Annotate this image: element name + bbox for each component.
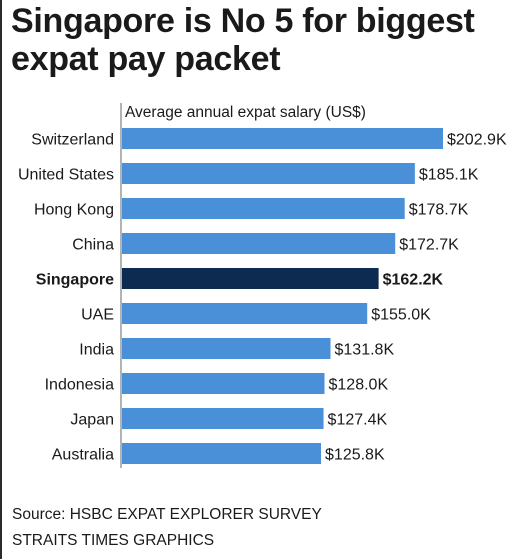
bar	[122, 338, 331, 359]
category-label: Japan	[70, 412, 114, 429]
frame-border	[0, 0, 2, 559]
value-label: $162.2K	[383, 272, 444, 289]
bar	[122, 128, 443, 149]
category-label: Australia	[52, 447, 114, 464]
category-label: Singapore	[36, 272, 114, 289]
bar	[122, 233, 396, 254]
category-label: Indonesia	[45, 377, 114, 394]
category-label: Hong Kong	[34, 202, 114, 219]
value-label: $172.7K	[399, 237, 459, 254]
value-label: $128.0K	[329, 377, 389, 394]
category-label: India	[79, 342, 114, 359]
credit-note: STRAITS TIMES GRAPHICS	[12, 532, 215, 549]
bar	[122, 443, 322, 464]
bar	[122, 373, 325, 394]
category-label: UAE	[81, 307, 114, 324]
bar	[122, 198, 405, 219]
axis-title: Average annual expat salary (US$)	[125, 104, 366, 121]
value-label: $202.9K	[447, 132, 507, 149]
category-label: Switzerland	[31, 132, 114, 149]
chart-title: Singapore is No 5 for biggest expat pay …	[11, 2, 475, 78]
value-label: $185.1K	[419, 167, 479, 184]
category-label: China	[72, 237, 114, 254]
value-label: $125.8K	[325, 447, 385, 464]
value-label: $127.4K	[328, 412, 388, 429]
category-label: United States	[18, 167, 114, 184]
value-label: $178.7K	[409, 202, 469, 219]
bars-group: Switzerland $202.9K United States $185.1K Ho…	[18, 128, 507, 464]
value-label: $155.0K	[371, 307, 431, 324]
bar	[122, 268, 379, 289]
source-note: Source: HSBC EXPAT EXPLORER SURVEY	[12, 506, 322, 523]
bar	[122, 408, 324, 429]
value-label: $131.8K	[335, 342, 395, 359]
bar	[122, 163, 415, 184]
bar	[122, 303, 368, 324]
